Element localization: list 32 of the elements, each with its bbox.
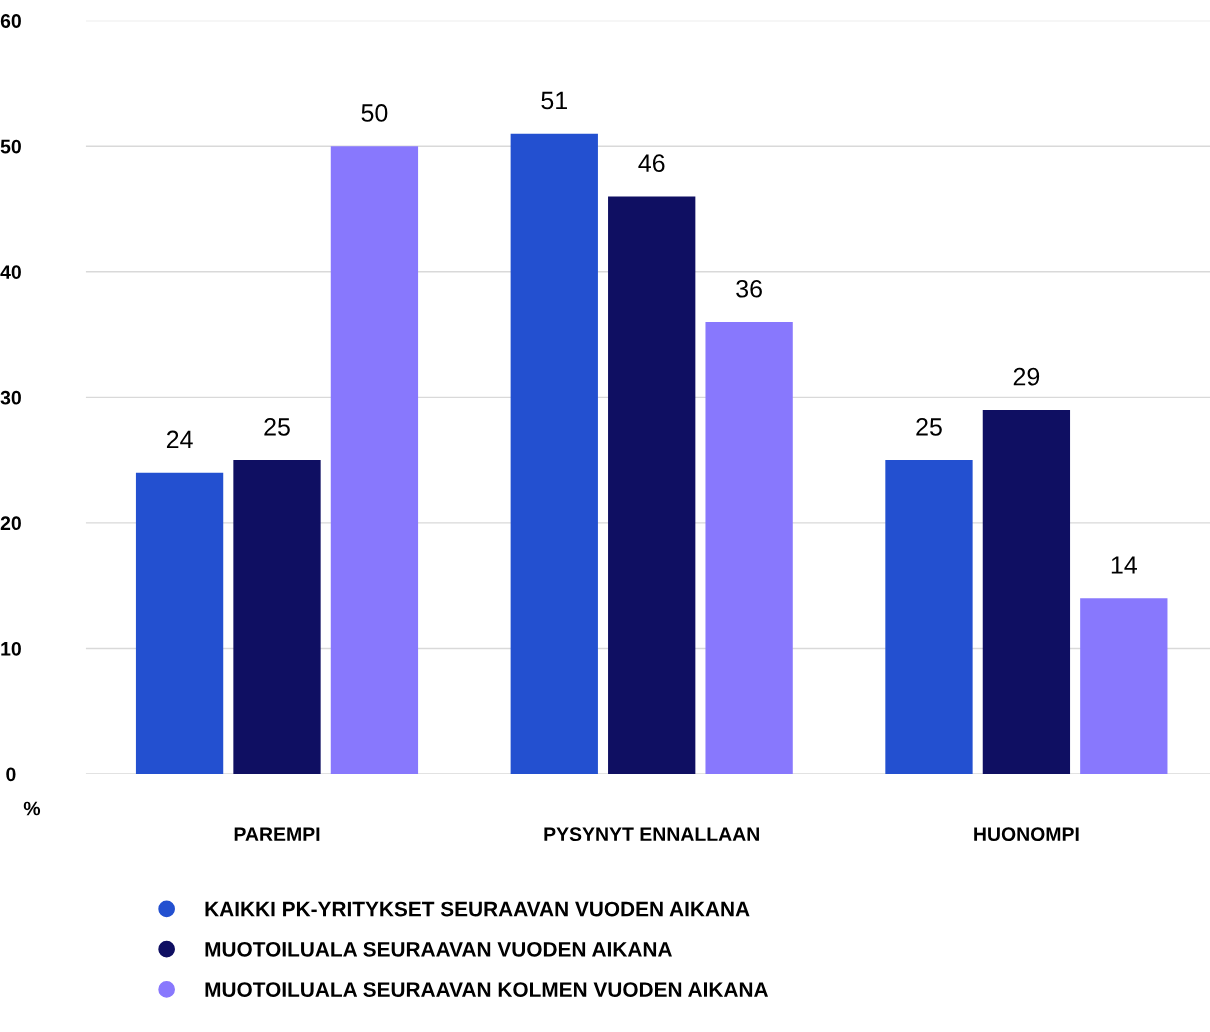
legend-label: KAIKKI PK-YRITYKSET SEURAAVAN VUODEN AIKANA bbox=[205, 901, 750, 917]
x-tick-label: PAREMPI bbox=[234, 827, 320, 841]
bar bbox=[135, 472, 224, 774]
data-label: 50 bbox=[361, 104, 388, 122]
y-tick-label: 10 bbox=[1, 641, 21, 656]
data-label: 51 bbox=[541, 91, 567, 110]
data-label: 36 bbox=[736, 279, 762, 298]
bar bbox=[330, 146, 419, 774]
bar bbox=[1080, 598, 1168, 774]
data-label: 46 bbox=[638, 154, 665, 173]
y-tick-label: 30 bbox=[0, 390, 21, 405]
y-tick-label: 50 bbox=[0, 139, 21, 154]
data-label: 29 bbox=[1013, 367, 1040, 386]
y-tick-label: 20 bbox=[0, 516, 21, 531]
bar bbox=[510, 133, 598, 774]
bar bbox=[705, 321, 793, 774]
legend-label: MUOTOILUALA SEURAAVAN VUODEN AIKANA bbox=[205, 941, 672, 957]
y-tick-label: 40 bbox=[0, 265, 21, 279]
data-label: 24 bbox=[166, 430, 193, 449]
y-tick-label: 60 bbox=[0, 14, 21, 28]
y-tick-label: 0 bbox=[6, 767, 16, 782]
data-label: 14 bbox=[1111, 556, 1137, 574]
bar bbox=[608, 196, 696, 774]
data-label: 25 bbox=[264, 418, 290, 436]
data-label: 25 bbox=[916, 418, 942, 436]
legend-label: MUOTOILUALA SEURAAVAN KOLMEN VUODEN AIKANA bbox=[205, 982, 769, 997]
bar bbox=[982, 409, 1071, 774]
y-axis-title: % bbox=[23, 801, 41, 816]
x-tick-label: PYSYNYT ENNALLAAN bbox=[544, 827, 759, 842]
bar bbox=[233, 460, 321, 774]
bar bbox=[885, 460, 973, 774]
x-tick-label: HUONOMPI bbox=[974, 827, 1079, 842]
